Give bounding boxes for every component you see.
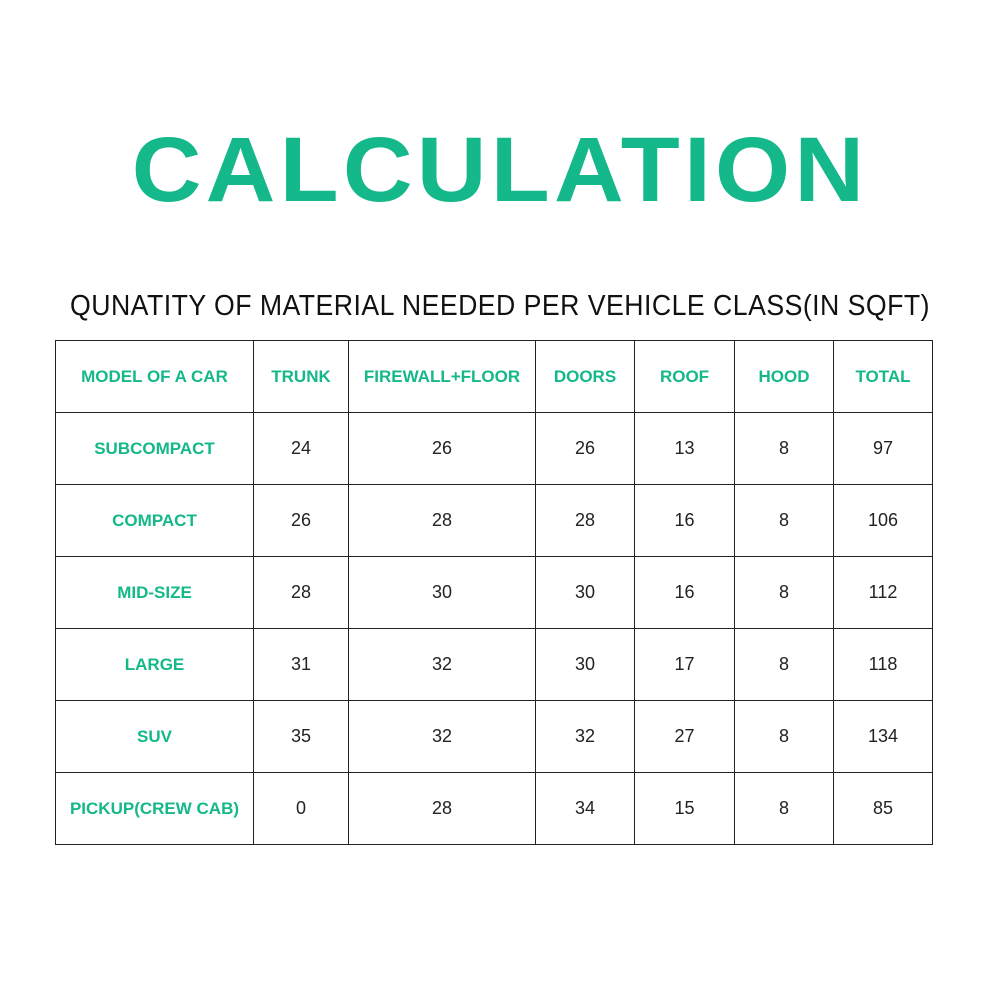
table-row: COMPACT 26 28 28 16 8 106 <box>55 484 933 557</box>
table-cell: 8 <box>734 628 834 701</box>
column-header: HOOD <box>734 340 834 413</box>
row-label: LARGE <box>55 628 254 701</box>
table-cell: 97 <box>833 412 933 485</box>
material-table: MODEL OF A CAR TRUNK FIREWALL+FLOOR DOORS RO… <box>55 340 933 845</box>
column-header: ROOF <box>634 340 735 413</box>
table-cell: 0 <box>253 772 349 845</box>
row-label: COMPACT <box>55 484 254 557</box>
table-row: SUV 35 32 32 27 8 134 <box>55 700 933 773</box>
table-cell: 8 <box>734 484 834 557</box>
column-header: TOTAL <box>833 340 933 413</box>
table-row: MID-SIZE 28 30 30 16 8 112 <box>55 556 933 629</box>
table-cell: 8 <box>734 556 834 629</box>
table-cell: 26 <box>253 484 349 557</box>
table-caption: QUNATITY OF MATERIAL NEEDED PER VEHICLE … <box>70 290 930 322</box>
table-cell: 118 <box>833 628 933 701</box>
table-cell: 15 <box>634 772 735 845</box>
table-cell: 28 <box>348 484 536 557</box>
table-cell: 112 <box>833 556 933 629</box>
table-cell: 27 <box>634 700 735 773</box>
row-label: SUV <box>55 700 254 773</box>
table-cell: 32 <box>348 700 536 773</box>
table-cell: 32 <box>535 700 635 773</box>
table-cell: 35 <box>253 700 349 773</box>
table-cell: 34 <box>535 772 635 845</box>
table-cell: 106 <box>833 484 933 557</box>
column-header: FIREWALL+FLOOR <box>348 340 536 413</box>
table-cell: 26 <box>348 412 536 485</box>
table-cell: 16 <box>634 556 735 629</box>
column-header: DOORS <box>535 340 635 413</box>
table-row: SUBCOMPACT 24 26 26 13 8 97 <box>55 412 933 485</box>
row-label: MID-SIZE <box>55 556 254 629</box>
column-header: MODEL OF A CAR <box>55 340 254 413</box>
table-cell: 32 <box>348 628 536 701</box>
table-cell: 16 <box>634 484 735 557</box>
table-cell: 17 <box>634 628 735 701</box>
column-header: TRUNK <box>253 340 349 413</box>
table-cell: 13 <box>634 412 735 485</box>
table-cell: 85 <box>833 772 933 845</box>
table-cell: 26 <box>535 412 635 485</box>
table-cell: 28 <box>348 772 536 845</box>
table-row: LARGE 31 32 30 17 8 118 <box>55 628 933 701</box>
table-cell: 31 <box>253 628 349 701</box>
table-cell: 8 <box>734 700 834 773</box>
page-title: CALCULATION <box>131 119 869 221</box>
header-row: MODEL OF A CAR TRUNK FIREWALL+FLOOR DOORS RO… <box>55 340 933 413</box>
table-cell: 30 <box>348 556 536 629</box>
row-label: SUBCOMPACT <box>55 412 254 485</box>
table-cell: 24 <box>253 412 349 485</box>
table-row: PICKUP(CREW CAB) 0 28 34 15 8 85 <box>55 772 933 845</box>
table-cell: 28 <box>253 556 349 629</box>
table-cell: 28 <box>535 484 635 557</box>
table-cell: 30 <box>535 556 635 629</box>
table-cell: 8 <box>734 412 834 485</box>
table-cell: 8 <box>734 772 834 845</box>
table-cell: 134 <box>833 700 933 773</box>
row-label: PICKUP(CREW CAB) <box>55 772 254 845</box>
table-cell: 30 <box>535 628 635 701</box>
